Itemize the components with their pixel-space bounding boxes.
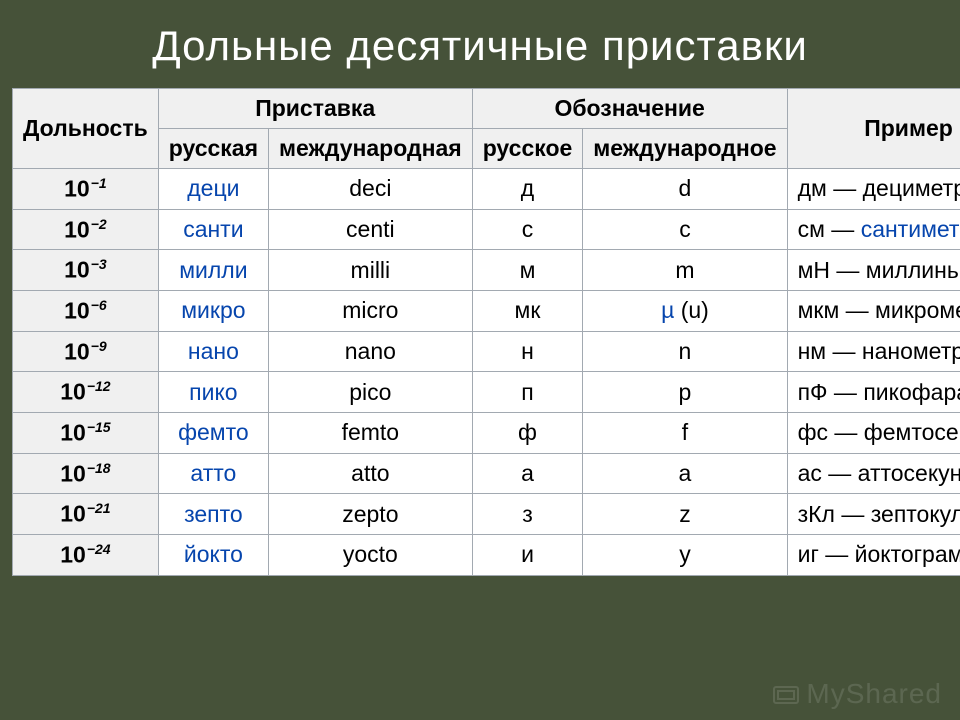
cell-prefix-ru[interactable]: санти xyxy=(158,209,268,250)
cell-factor: 10−21 xyxy=(13,494,159,535)
cell-prefix-ru[interactable]: микро xyxy=(158,290,268,331)
cell-symbol-ru: с xyxy=(472,209,583,250)
col-example: Пример xyxy=(787,89,960,169)
cell-prefix-ru[interactable]: нано xyxy=(158,331,268,372)
cell-prefix-ru[interactable]: фемто xyxy=(158,412,268,453)
header-row-1: Дольность Приставка Обозначение Пример xyxy=(13,89,960,129)
table-row: 10−1дециdeciдdдм — дециметр xyxy=(13,169,960,210)
cell-prefix-ru[interactable]: пико xyxy=(158,372,268,413)
cell-example: ас — аттосекунда xyxy=(787,453,960,494)
cell-factor: 10−9 xyxy=(13,331,159,372)
table-row: 10−18аттоattoаaас — аттосекунда xyxy=(13,453,960,494)
col-prefix-ru: русская xyxy=(158,129,268,169)
cell-symbol-int: n xyxy=(583,331,787,372)
col-factor: Дольность xyxy=(13,89,159,169)
cell-symbol-int: m xyxy=(583,250,787,291)
table-row: 10−12пикоpicoпpпФ — пикофарад xyxy=(13,372,960,413)
cell-symbol-int: z xyxy=(583,494,787,535)
table-row: 10−3миллиmilliмmмН — миллиньютон xyxy=(13,250,960,291)
cell-symbol-int: f xyxy=(583,412,787,453)
cell-example: дм — дециметр xyxy=(787,169,960,210)
cell-symbol-ru: н xyxy=(472,331,583,372)
cell-symbol-ru: мк xyxy=(472,290,583,331)
cell-symbol-int: d xyxy=(583,169,787,210)
page-title: Дольные десятичные приставки xyxy=(0,0,960,88)
col-symbol: Обозначение xyxy=(472,89,787,129)
cell-example: фс — фемтосекунда xyxy=(787,412,960,453)
cell-prefix-int: atto xyxy=(269,453,473,494)
col-symbol-ru: русское xyxy=(472,129,583,169)
watermark: MyShared xyxy=(772,678,942,710)
cell-prefix-ru[interactable]: атто xyxy=(158,453,268,494)
cell-factor: 10−18 xyxy=(13,453,159,494)
cell-prefix-int: zepto xyxy=(269,494,473,535)
cell-symbol-int: µ (u) xyxy=(583,290,787,331)
cell-symbol-int: y xyxy=(583,534,787,575)
cell-symbol-ru: а xyxy=(472,453,583,494)
cell-symbol-ru: ф xyxy=(472,412,583,453)
cell-prefix-int: yocto xyxy=(269,534,473,575)
table-row: 10−2сантиcentiсcсм — сантиметр xyxy=(13,209,960,250)
cell-prefix-ru[interactable]: зепто xyxy=(158,494,268,535)
cell-factor: 10−2 xyxy=(13,209,159,250)
cell-factor: 10−24 xyxy=(13,534,159,575)
col-symbol-int: международное xyxy=(583,129,787,169)
cell-symbol-ru: з xyxy=(472,494,583,535)
cell-symbol-ru: д xyxy=(472,169,583,210)
cell-symbol-ru: п xyxy=(472,372,583,413)
cell-prefix-int: centi xyxy=(269,209,473,250)
cell-example: нм — нанометр xyxy=(787,331,960,372)
cell-prefix-int: deci xyxy=(269,169,473,210)
cell-prefix-int: milli xyxy=(269,250,473,291)
cell-symbol-int: c xyxy=(583,209,787,250)
cell-factor: 10−12 xyxy=(13,372,159,413)
cell-factor: 10−15 xyxy=(13,412,159,453)
cell-prefix-ru[interactable]: милли xyxy=(158,250,268,291)
cell-symbol-int: p xyxy=(583,372,787,413)
prefix-table-container: Дольность Приставка Обозначение Пример р… xyxy=(12,88,948,576)
col-prefix: Приставка xyxy=(158,89,472,129)
watermark-text: MyShared xyxy=(806,678,942,709)
col-prefix-int: международная xyxy=(269,129,473,169)
cell-prefix-int: femto xyxy=(269,412,473,453)
cell-example: см — сантиметр xyxy=(787,209,960,250)
table-row: 10−6микроmicroмкµ (u)мкм — микрометр, м xyxy=(13,290,960,331)
table-row: 10−24йоктоyoctoиyиг — йоктограмм xyxy=(13,534,960,575)
table-row: 10−21зептоzeptoзzзКл — зептокулон xyxy=(13,494,960,535)
cell-example: иг — йоктограмм xyxy=(787,534,960,575)
cell-example: зКл — зептокулон xyxy=(787,494,960,535)
cell-prefix-int: micro xyxy=(269,290,473,331)
cell-prefix-ru[interactable]: деци xyxy=(158,169,268,210)
cell-factor: 10−6 xyxy=(13,290,159,331)
cell-factor: 10−1 xyxy=(13,169,159,210)
cell-prefix-int: nano xyxy=(269,331,473,372)
cell-prefix-int: pico xyxy=(269,372,473,413)
cell-example: мкм — микрометр, м xyxy=(787,290,960,331)
cell-example: мН — миллиньютон xyxy=(787,250,960,291)
cell-example: пФ — пикофарад xyxy=(787,372,960,413)
table-row: 10−15фемтоfemtoфfфс — фемтосекунда xyxy=(13,412,960,453)
cell-factor: 10−3 xyxy=(13,250,159,291)
cell-symbol-int: a xyxy=(583,453,787,494)
cell-symbol-ru: и xyxy=(472,534,583,575)
prefix-table: Дольность Приставка Обозначение Пример р… xyxy=(12,88,960,576)
cell-prefix-ru[interactable]: йокто xyxy=(158,534,268,575)
cell-symbol-ru: м xyxy=(472,250,583,291)
table-row: 10−9наноnanoнnнм — нанометр xyxy=(13,331,960,372)
